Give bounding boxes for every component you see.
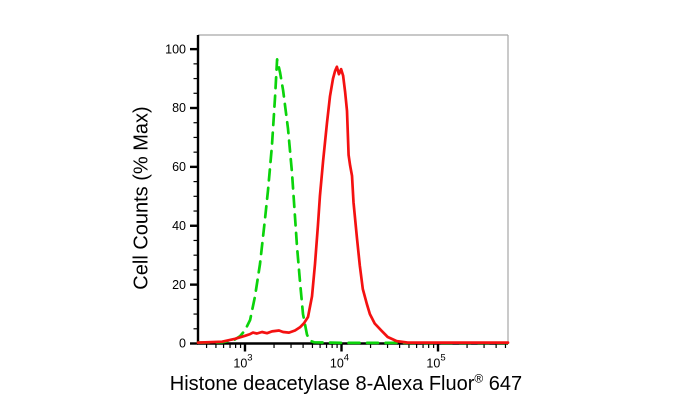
x-axis-title-main: Histone deacetylase 8-Alexa Fluor <box>169 373 475 395</box>
x-tick-label: 103 <box>233 353 252 371</box>
y-tick-label: 40 <box>172 219 186 233</box>
x-axis-major-ticks: 103 104 105 <box>233 343 446 371</box>
x-tick-label: 104 <box>330 353 349 371</box>
y-tick-label: 0 <box>179 337 186 351</box>
x-axis-title: Histone deacetylase 8-Alexa Fluor® 647 <box>150 371 542 396</box>
y-tick-label: 20 <box>172 278 186 292</box>
y-axis-major-ticks: 0 20 40 60 80 100 <box>165 42 198 351</box>
y-axis-title: Cell Counts (% Max) <box>130 106 153 290</box>
x-axis-title-suffix: 647 <box>483 373 523 395</box>
y-tick-label: 60 <box>172 160 186 174</box>
x-tick-label: 105 <box>426 353 445 371</box>
registered-trademark-symbol: ® <box>474 371 484 386</box>
red-solid-curve <box>196 65 510 344</box>
y-tick-label: 100 <box>165 42 186 56</box>
green-dashed-curve <box>196 58 510 345</box>
y-tick-label: 80 <box>172 101 186 115</box>
